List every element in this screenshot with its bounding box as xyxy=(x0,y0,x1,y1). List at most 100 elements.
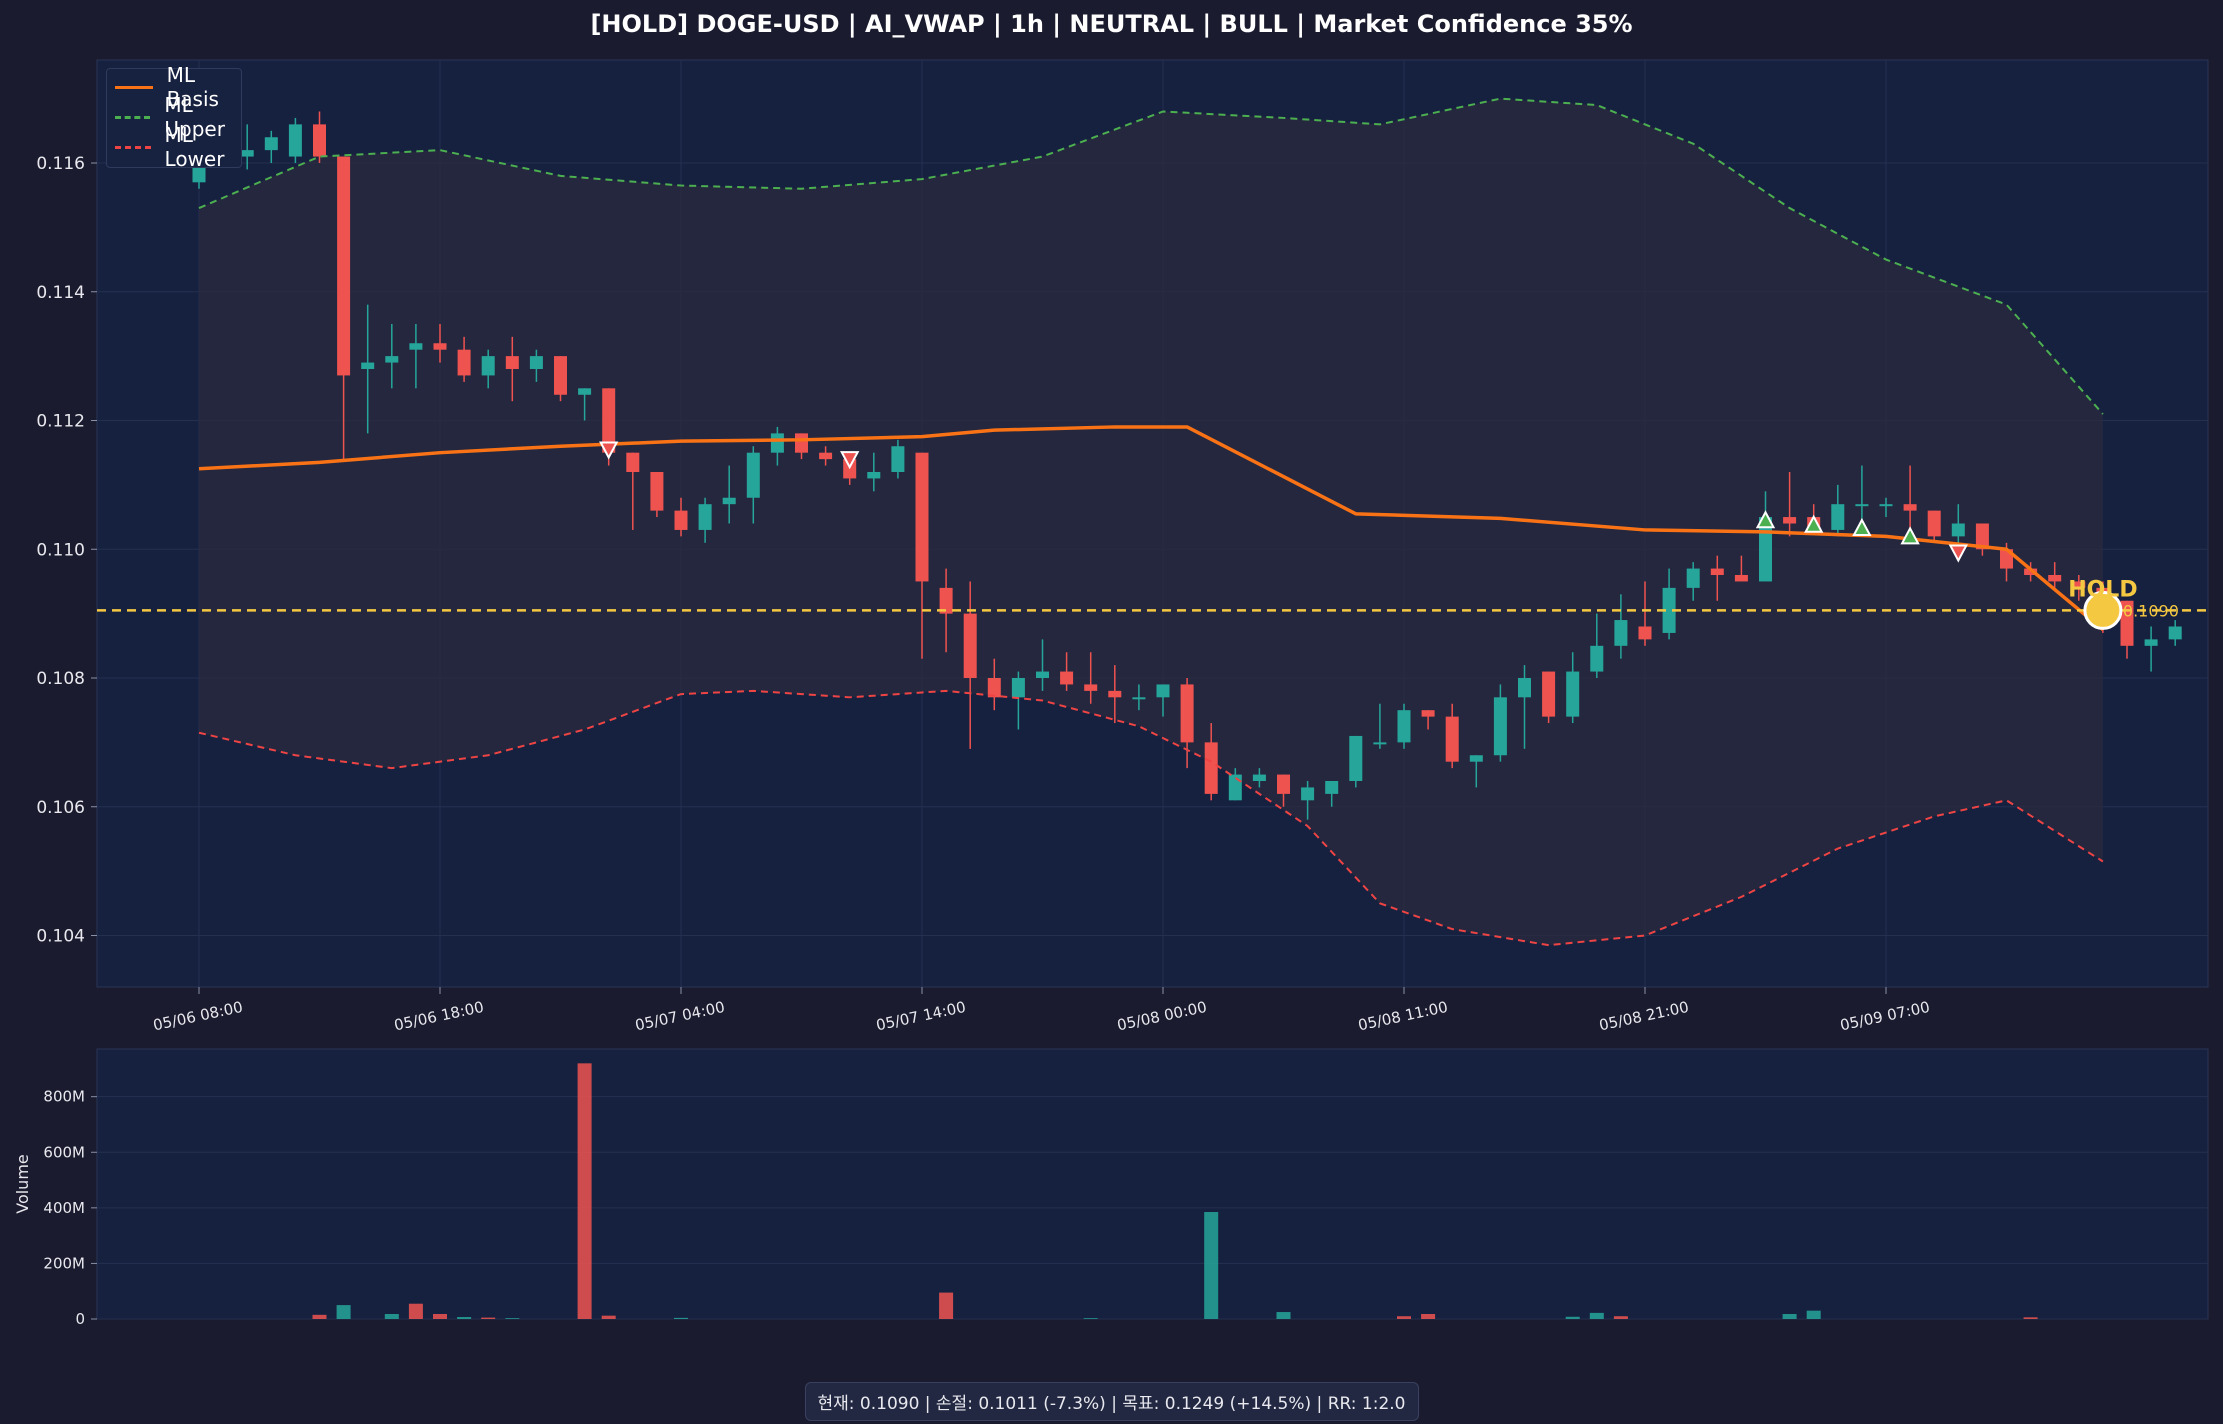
candle-body xyxy=(1783,517,1797,524)
signal-markers xyxy=(599,441,1968,563)
candle-body xyxy=(1975,523,1989,550)
candle-body xyxy=(337,156,351,376)
candle-body xyxy=(602,388,616,453)
price-tick-label: 0.108 xyxy=(36,669,85,689)
hold-price-label: 0.1090 xyxy=(2123,601,2179,620)
candle-body xyxy=(1277,774,1290,794)
candle-body xyxy=(2024,568,2038,575)
candle-body xyxy=(313,124,326,157)
volume-bars xyxy=(312,1063,2038,1319)
legend-swatch-ml-basis xyxy=(115,85,153,89)
legend-label-ml-basis: ML Basis xyxy=(166,63,219,111)
volume-bar xyxy=(1204,1212,1219,1319)
candles xyxy=(192,111,2182,820)
candle-body xyxy=(2168,626,2182,640)
candle-body xyxy=(1301,787,1315,801)
candle-body xyxy=(987,678,1001,698)
candle-body xyxy=(457,349,471,376)
buy-signal-marker xyxy=(1900,526,1920,545)
candle-body xyxy=(1614,620,1628,646)
candle-body xyxy=(264,137,278,151)
price-tick-label: 0.110 xyxy=(36,540,85,560)
candle-body xyxy=(505,356,519,369)
price-tick-label: 0.116 xyxy=(36,154,85,174)
volume-tick-label: 600M xyxy=(43,1143,85,1161)
legend-label-ml-lower: ML Lower xyxy=(164,123,225,171)
volume-bar xyxy=(1613,1316,1628,1319)
volume-bar xyxy=(312,1314,327,1319)
legend-item-ml-basis: ML Basis xyxy=(115,63,241,111)
candle-body xyxy=(626,452,640,472)
candle-body xyxy=(1638,626,1652,640)
candle-body xyxy=(578,388,592,395)
volume-panel xyxy=(96,1048,2209,1320)
candle-body xyxy=(1180,684,1194,743)
candle-body xyxy=(1132,697,1146,700)
volume-bar xyxy=(1589,1312,1604,1319)
candle-body xyxy=(891,446,905,472)
candle-body xyxy=(1349,735,1363,781)
volume-bar xyxy=(1782,1313,1797,1319)
candle-body xyxy=(1686,568,1700,588)
candle-body xyxy=(1373,742,1387,745)
time-tick-label: 05/06 18:00 xyxy=(392,998,485,1035)
candle-body xyxy=(698,504,712,530)
chart-title: [HOLD] DOGE-USD | AI_VWAP | 1h | NEUTRAL… xyxy=(590,10,1633,38)
buy-signal-marker xyxy=(1755,510,1776,529)
volume-bar xyxy=(939,1292,954,1319)
volume-bar xyxy=(1083,1318,1098,1319)
hold-label: HOLD xyxy=(2068,577,2137,602)
candle-body xyxy=(1542,671,1556,717)
volume-y-axis: 0 200M 400M 600M 800M xyxy=(43,1088,97,1328)
candle-body xyxy=(1156,684,1170,698)
legend-label-ml-upper: ML Upper xyxy=(164,93,225,141)
candle-body xyxy=(1903,504,1917,511)
volume-bar xyxy=(577,1063,592,1319)
legend-swatch-ml-lower xyxy=(115,145,151,149)
volume-bar xyxy=(457,1317,472,1319)
volume-bar xyxy=(1565,1316,1580,1319)
volume-bar xyxy=(601,1315,616,1319)
candle-body xyxy=(361,362,375,369)
volume-bar xyxy=(433,1313,447,1319)
ml-band-fill xyxy=(199,98,2103,946)
price-tick-label: 0.114 xyxy=(36,283,85,303)
candle-body xyxy=(1951,523,1965,537)
volume-bar xyxy=(674,1317,688,1319)
candle-body xyxy=(1831,504,1845,530)
volume-axis-label: Volume xyxy=(13,1154,32,1214)
candle-body xyxy=(915,452,929,582)
candle-body xyxy=(1879,504,1893,507)
candle-body xyxy=(1662,587,1676,633)
candle-body xyxy=(939,587,953,614)
candle-body xyxy=(1493,697,1507,756)
volume-bar xyxy=(384,1313,399,1319)
candle-body xyxy=(1590,645,1604,672)
candle-body xyxy=(674,510,688,530)
candle-body xyxy=(1204,742,1218,794)
volume-bar xyxy=(481,1317,496,1319)
candle-body xyxy=(963,613,977,678)
candle-body xyxy=(240,150,254,157)
candle-body xyxy=(1710,568,1724,575)
candle-body xyxy=(288,124,302,157)
candle-body xyxy=(1469,755,1483,762)
candle-body xyxy=(409,343,423,350)
price-tick-label: 0.112 xyxy=(36,412,85,432)
buy-signal-marker xyxy=(1852,517,1872,537)
candle-body xyxy=(1397,710,1411,743)
volume-bar xyxy=(1397,1316,1411,1319)
sell-signal-marker xyxy=(840,451,860,470)
candle-body xyxy=(554,356,567,395)
candle-body xyxy=(795,433,808,453)
ml-basis-line xyxy=(198,425,2105,632)
candle-body xyxy=(1421,710,1435,717)
volume-tick-label: 800M xyxy=(43,1088,85,1106)
candle-body xyxy=(1927,510,1941,537)
candle-body xyxy=(1060,671,1074,685)
legend-item-ml-lower: ML Lower xyxy=(115,123,241,171)
volume-bar xyxy=(1276,1312,1291,1319)
time-tick-label: 05/06 08:00 xyxy=(151,998,244,1035)
candle-body xyxy=(385,356,399,363)
candle-body xyxy=(1325,781,1339,794)
